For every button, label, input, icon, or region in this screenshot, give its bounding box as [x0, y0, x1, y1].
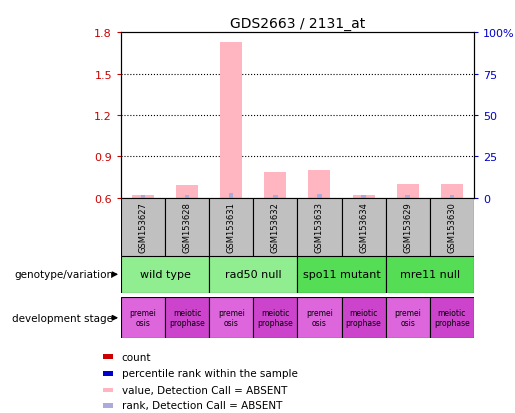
Bar	[253, 297, 298, 339]
Bar	[229, 194, 233, 198]
Bar	[353, 195, 374, 198]
Bar	[104, 387, 113, 392]
Bar	[441, 185, 463, 198]
Text: mre11 null: mre11 null	[400, 270, 460, 280]
Text: GSM153627: GSM153627	[139, 202, 148, 252]
Text: meiotic
prophase: meiotic prophase	[434, 309, 470, 328]
Text: count: count	[122, 352, 151, 362]
Bar	[165, 198, 209, 256]
Text: rank, Detection Call = ABSENT: rank, Detection Call = ABSENT	[122, 400, 282, 410]
Bar	[104, 371, 113, 376]
Text: GSM153632: GSM153632	[271, 202, 280, 252]
Text: value, Detection Call = ABSENT: value, Detection Call = ABSENT	[122, 385, 287, 395]
Bar	[341, 297, 386, 339]
Bar	[430, 198, 474, 256]
Bar	[397, 185, 419, 198]
Bar	[386, 198, 430, 256]
Text: GSM153628: GSM153628	[183, 202, 192, 252]
Bar	[104, 403, 113, 408]
Bar	[253, 198, 298, 256]
Bar	[264, 172, 286, 198]
Text: wild type: wild type	[140, 270, 191, 280]
Bar	[362, 195, 366, 198]
Bar	[386, 297, 430, 339]
Title: GDS2663 / 2131_at: GDS2663 / 2131_at	[230, 17, 365, 31]
Bar	[176, 186, 198, 198]
Bar	[132, 195, 154, 198]
Bar	[298, 297, 341, 339]
Text: GSM153634: GSM153634	[359, 202, 368, 252]
Bar	[405, 195, 410, 198]
Bar	[273, 195, 278, 198]
Text: GSM153629: GSM153629	[403, 202, 412, 252]
Text: premei
osis: premei osis	[394, 309, 421, 328]
Bar	[185, 195, 190, 198]
Text: rad50 null: rad50 null	[225, 270, 282, 280]
Text: percentile rank within the sample: percentile rank within the sample	[122, 368, 298, 378]
Bar	[317, 195, 322, 198]
Bar	[121, 256, 209, 293]
Text: premei
osis: premei osis	[306, 309, 333, 328]
Text: GSM153630: GSM153630	[447, 202, 456, 252]
Text: genotype/variation: genotype/variation	[14, 270, 113, 280]
Bar	[104, 354, 113, 359]
Bar	[298, 198, 341, 256]
Bar	[341, 198, 386, 256]
Bar	[298, 256, 386, 293]
Bar	[165, 297, 209, 339]
Bar	[386, 256, 474, 293]
Text: meiotic
prophase: meiotic prophase	[346, 309, 382, 328]
Text: meiotic
prophase: meiotic prophase	[169, 309, 205, 328]
Text: GSM153631: GSM153631	[227, 202, 236, 252]
Text: meiotic
prophase: meiotic prophase	[258, 309, 293, 328]
Bar	[209, 297, 253, 339]
Bar	[430, 297, 474, 339]
Bar	[121, 198, 165, 256]
Text: development stage: development stage	[12, 313, 113, 323]
Bar	[121, 297, 165, 339]
Bar	[450, 195, 454, 198]
Bar	[308, 171, 331, 198]
Bar	[141, 195, 145, 198]
Bar	[220, 43, 242, 198]
Text: premei
osis: premei osis	[130, 309, 157, 328]
Text: premei
osis: premei osis	[218, 309, 245, 328]
Bar	[209, 198, 253, 256]
Text: spo11 mutant: spo11 mutant	[303, 270, 381, 280]
Bar	[209, 256, 298, 293]
Text: GSM153633: GSM153633	[315, 202, 324, 253]
